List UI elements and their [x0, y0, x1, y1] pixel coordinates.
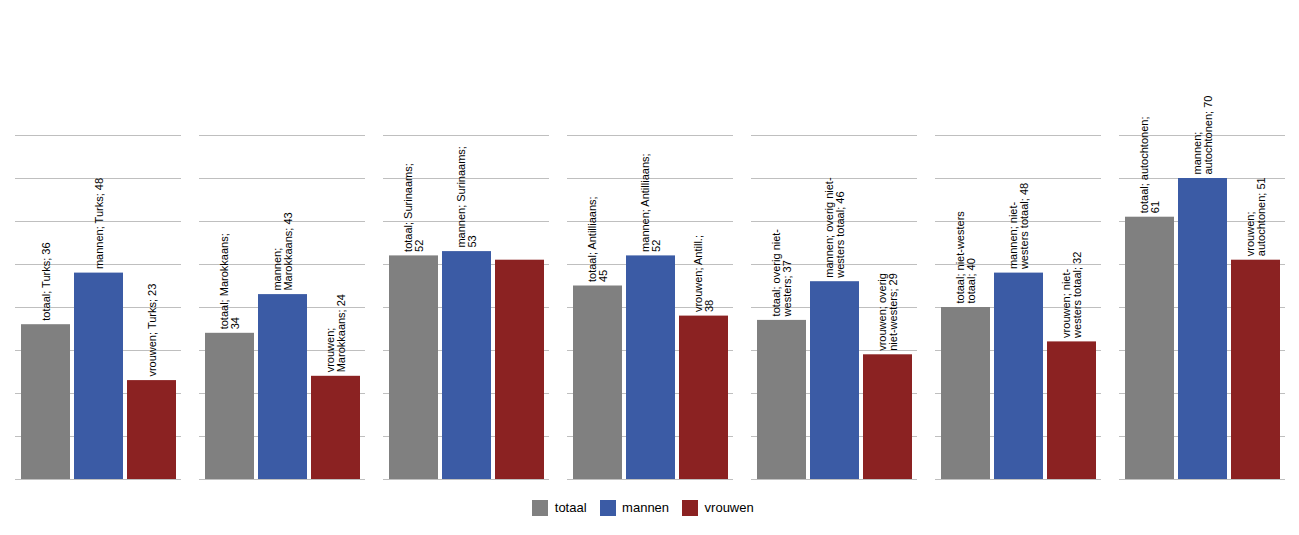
svg-text:vrouwen; Turks; 23: vrouwen; Turks; 23	[146, 284, 158, 377]
svg-text:totaal; overig niet-westers; 3: totaal; overig niet-westers; 37	[770, 229, 793, 318]
svg-text:mannen; Antilliaans;52: mannen; Antilliaans;52	[639, 153, 662, 251]
svg-text:mannen; Turks; 48: mannen; Turks; 48	[93, 178, 105, 269]
svg-text:totaal; Antilliaans;45: totaal; Antilliaans;45	[586, 196, 609, 282]
svg-text:totaal; autochtonen;61: totaal; autochtonen;61	[1138, 117, 1161, 214]
svg-text:vrouwen;Marokkaans; 24: vrouwen;Marokkaans; 24	[324, 294, 347, 372]
svg-text:mannen; niet-westers totaal; 4: mannen; niet-westers totaal; 48	[1007, 183, 1030, 270]
svg-text:mannen;Marokkaans; 43: mannen;Marokkaans; 43	[271, 212, 294, 290]
svg-text:mannen; overig niet-westers to: mannen; overig niet-westers totaal; 46	[823, 177, 846, 279]
svg-text:vrouwen; Antill.;38: vrouwen; Antill.;38	[692, 235, 715, 312]
html-text:mannen: mannen	[622, 500, 670, 515]
svg-text:vrouwen;autochtonen; 51: vrouwen;autochtonen; 51	[1244, 177, 1267, 256]
svg-text:totaal; Surinaams;52: totaal; Surinaams;52	[402, 163, 425, 252]
svg-text:totaal; niet-westerstotaal; 40: totaal; niet-westerstotaal; 40	[954, 211, 977, 304]
svg-text:vrouwen; niet-westers totaal;: vrouwen; niet-westers totaal; 32	[1060, 252, 1083, 339]
svg-text:vrouwen; overigniet-westers; 2: vrouwen; overigniet-westers; 29	[876, 273, 899, 351]
svg-text:totaal; Marokkaans;34: totaal; Marokkaans;34	[218, 233, 241, 329]
svg-text:mannen; Surinaams;53: mannen; Surinaams;53	[455, 146, 478, 248]
svg-text:totaal; Turks; 36: totaal; Turks; 36	[40, 242, 52, 320]
svg-text:mannen;autochtonen; 70: mannen;autochtonen; 70	[1191, 96, 1214, 175]
html-text:totaal: totaal	[554, 500, 587, 515]
html-text:vrouwen: vrouwen	[704, 500, 754, 515]
